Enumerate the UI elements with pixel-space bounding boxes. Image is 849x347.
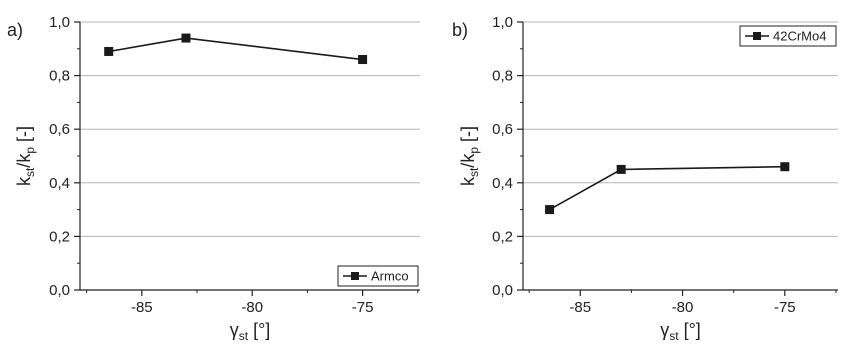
x-tick-label: -80 [241,299,263,316]
y-tick-label: 1,0 [49,14,70,31]
y-tick-label: 1,0 [492,14,513,31]
legend: Armco [337,265,419,287]
legend: 42CrMo4 [739,25,837,47]
legend-marker [753,32,761,40]
data-point [181,33,191,43]
legend-box [337,265,419,287]
x-axis-title: γst [°] [660,320,701,343]
x-axis-title: γst [°] [230,320,271,343]
data-point [780,162,790,172]
y-tick-label: 0,8 [492,68,513,85]
panel-label: a) [7,20,23,40]
y-axis-title: kst/kp [-] [14,126,37,186]
y-axis-title: kst/kp [-] [458,126,481,186]
legend-label: Armco [371,269,409,284]
x-tick-label: -80 [672,299,694,316]
series-line-Armco [108,37,363,61]
y-tick-label: 0,0 [49,282,70,299]
y-tick-label: 0,6 [49,121,70,138]
y-tick-label: 0,0 [492,282,513,299]
chart-panel-b: 0,0 0,2 0,4 0,6 0,8 1,0 -85 -80 -75 b) γst [°] kst/… [452,14,838,343]
data-point [104,46,114,56]
y-tick-label: 0,4 [492,175,513,192]
y-tick-label: 0,2 [49,228,70,245]
panel-label: b) [452,20,468,40]
legend-marker [351,272,359,280]
x-tick-label: -85 [131,299,153,316]
data-point [616,164,626,174]
series-line-42CrMo4 [549,165,785,211]
x-tick-label: -75 [774,299,796,316]
legend-label: 42CrMo4 [773,29,826,44]
x-tick-label: -85 [569,299,591,316]
y-tick-label: 0,8 [49,68,70,85]
y-tick-label: 0,6 [492,121,513,138]
chart-panel-a: 0,0 0,2 0,4 0,6 0,8 1,0 -85 -80 -75 a) γst [°] kst/… [7,14,420,343]
data-point [545,205,555,215]
legend-box [739,25,837,47]
y-tick-label: 0,4 [49,175,70,192]
x-tick-label: -75 [352,299,374,316]
y-tick-label: 0,2 [492,228,513,245]
data-point [358,55,368,65]
